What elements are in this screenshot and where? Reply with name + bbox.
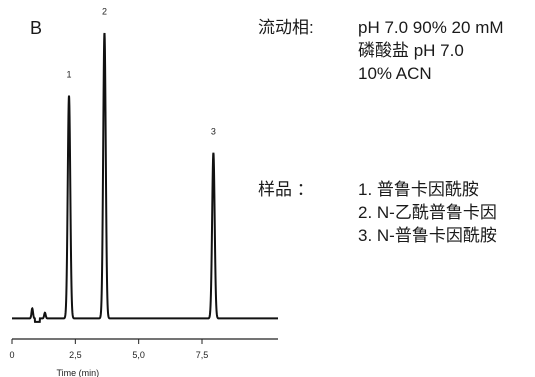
x-ticks: 0 2,5 5,0 7,5 bbox=[9, 339, 208, 360]
x-axis-label: Time (min) bbox=[57, 368, 100, 377]
sample-line: 1. 普鲁卡因酰胺 bbox=[358, 180, 479, 199]
x-tick-label: 0 bbox=[9, 350, 14, 360]
mobile-phase-lines: pH 7.0 90% 20 mM 磷酸盐 pH 7.0 10% ACN bbox=[358, 16, 504, 85]
chromatogram-trace bbox=[12, 32, 278, 323]
peak-label: 3 bbox=[211, 127, 216, 137]
sample-lines: 1. 普鲁卡因酰胺 2. N-乙酰普鲁卡因 3. N-普鲁卡因酰胺 bbox=[358, 178, 497, 247]
sample-label: 样品 ： bbox=[258, 180, 314, 199]
peak-labels: 1 2 3 bbox=[66, 7, 215, 137]
mobile-phase-line: pH 7.0 90% 20 mM bbox=[358, 18, 504, 37]
sample-line: 3. N-普鲁卡因酰胺 bbox=[358, 226, 497, 245]
panel-label: B bbox=[30, 18, 43, 38]
x-tick-label: 5,0 bbox=[132, 350, 145, 360]
peak-label: 1 bbox=[66, 70, 71, 80]
x-tick-label: 7,5 bbox=[196, 350, 209, 360]
sample-line: 2. N-乙酰普鲁卡因 bbox=[358, 203, 497, 222]
mobile-phase-line: 10% ACN bbox=[358, 64, 432, 83]
mobile-phase-line: 磷酸盐 pH 7.0 bbox=[358, 41, 464, 60]
x-tick-label: 2,5 bbox=[69, 350, 82, 360]
peak-label: 2 bbox=[102, 7, 107, 17]
mobile-phase-label: 流动相: bbox=[258, 18, 314, 37]
